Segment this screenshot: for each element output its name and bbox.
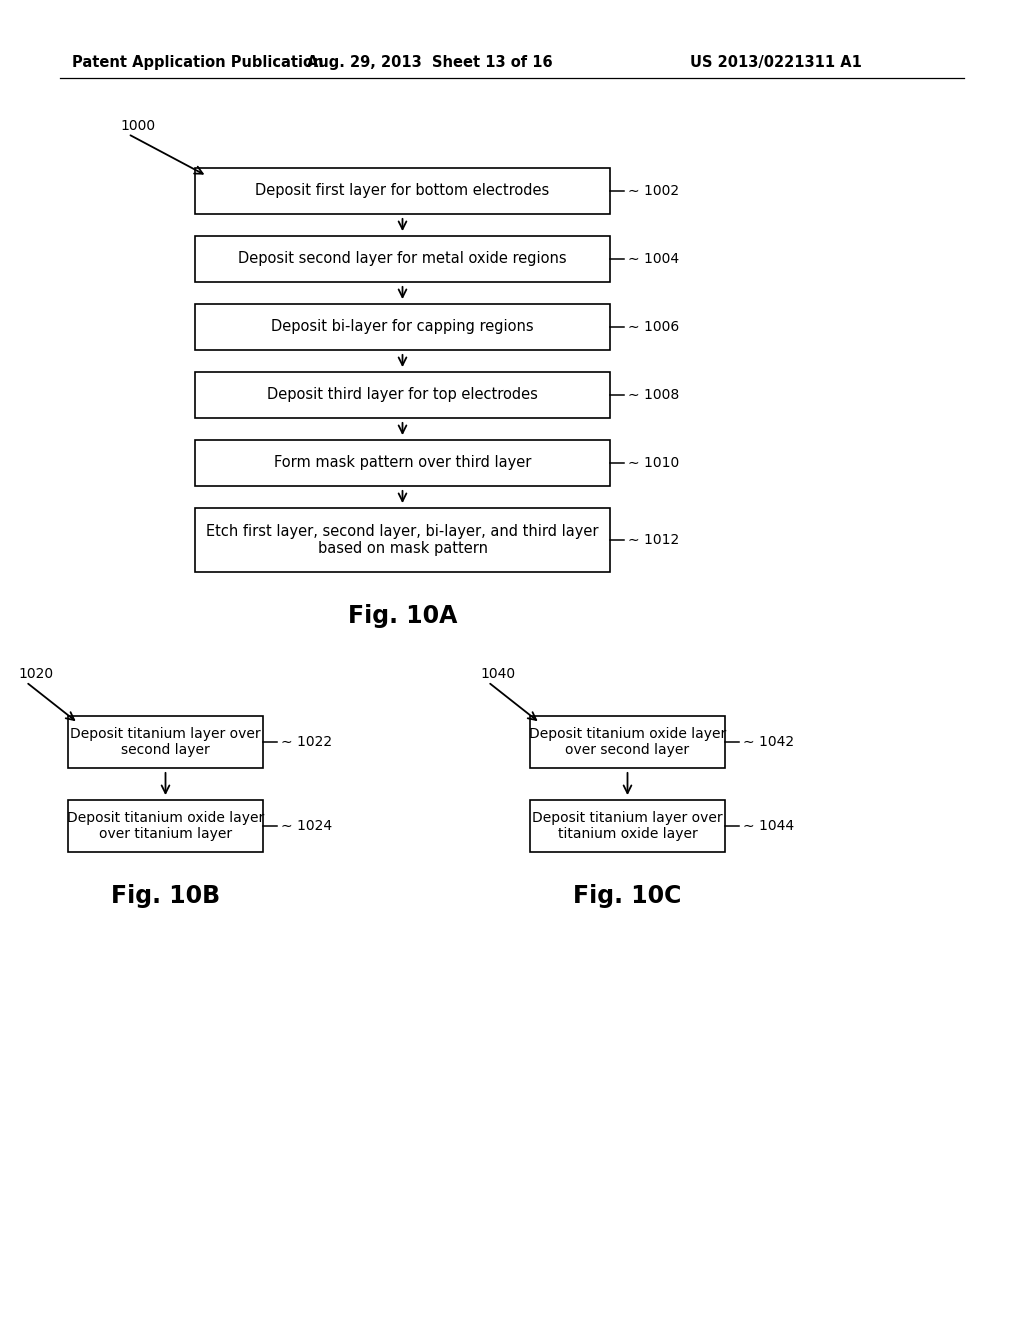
Text: Fig. 10B: Fig. 10B: [111, 884, 220, 908]
Text: Deposit titanium layer over
titanium oxide layer: Deposit titanium layer over titanium oxi…: [532, 810, 723, 841]
Bar: [195, 372, 610, 418]
Text: ∼ 1008: ∼ 1008: [628, 388, 679, 403]
Text: Fig. 10A: Fig. 10A: [348, 605, 457, 628]
Bar: [530, 800, 725, 851]
Bar: [195, 440, 610, 486]
Bar: [195, 508, 610, 572]
Text: ∼ 1024: ∼ 1024: [281, 818, 332, 833]
Text: 1000: 1000: [120, 119, 155, 133]
Text: 1040: 1040: [480, 667, 515, 681]
Text: ∼ 1012: ∼ 1012: [628, 533, 679, 546]
Text: ∼ 1004: ∼ 1004: [628, 252, 679, 267]
Text: US 2013/0221311 A1: US 2013/0221311 A1: [690, 54, 862, 70]
Bar: [530, 715, 725, 768]
Text: 1020: 1020: [18, 667, 53, 681]
Text: Deposit titanium oxide layer
over titanium layer: Deposit titanium oxide layer over titani…: [67, 810, 264, 841]
Text: Fig. 10C: Fig. 10C: [573, 884, 682, 908]
Text: ∼ 1010: ∼ 1010: [628, 455, 679, 470]
Text: Deposit titanium oxide layer
over second layer: Deposit titanium oxide layer over second…: [528, 727, 726, 758]
Bar: [195, 236, 610, 282]
Bar: [68, 715, 263, 768]
Text: ∼ 1022: ∼ 1022: [281, 735, 332, 748]
Text: ∼ 1006: ∼ 1006: [628, 319, 679, 334]
Text: Deposit titanium layer over
second layer: Deposit titanium layer over second layer: [71, 727, 261, 758]
Text: Deposit third layer for top electrodes: Deposit third layer for top electrodes: [267, 388, 538, 403]
Text: Patent Application Publication: Patent Application Publication: [72, 54, 324, 70]
Bar: [195, 304, 610, 350]
Text: Etch first layer, second layer, bi-layer, and third layer
based on mask pattern: Etch first layer, second layer, bi-layer…: [206, 524, 599, 556]
Text: ∼ 1042: ∼ 1042: [743, 735, 795, 748]
Text: ∼ 1002: ∼ 1002: [628, 183, 679, 198]
Bar: [68, 800, 263, 851]
Text: Form mask pattern over third layer: Form mask pattern over third layer: [273, 455, 531, 470]
Text: Deposit bi-layer for capping regions: Deposit bi-layer for capping regions: [271, 319, 534, 334]
Text: Deposit first layer for bottom electrodes: Deposit first layer for bottom electrode…: [255, 183, 550, 198]
Text: Deposit second layer for metal oxide regions: Deposit second layer for metal oxide reg…: [239, 252, 567, 267]
Text: Aug. 29, 2013  Sheet 13 of 16: Aug. 29, 2013 Sheet 13 of 16: [307, 54, 553, 70]
Text: ∼ 1044: ∼ 1044: [743, 818, 795, 833]
Bar: [195, 168, 610, 214]
